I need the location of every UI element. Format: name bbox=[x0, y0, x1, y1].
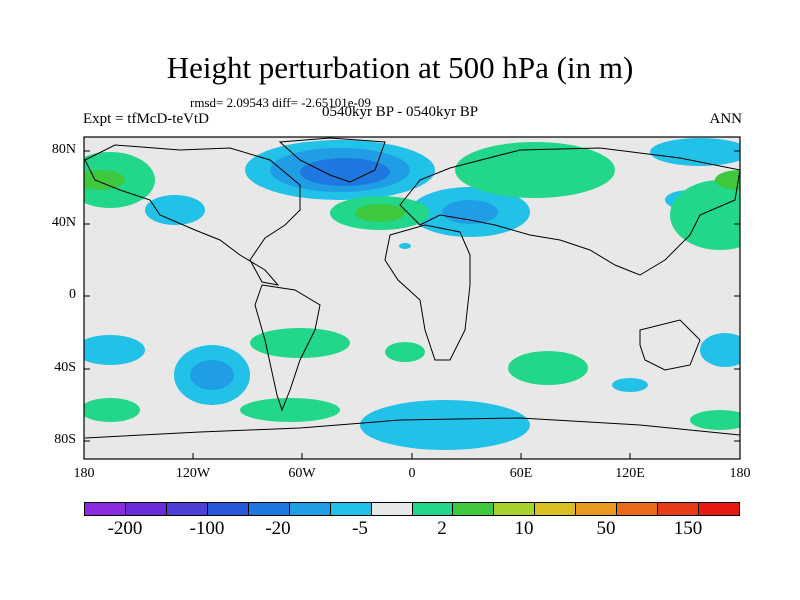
y-tick-label: 80S bbox=[54, 432, 76, 447]
colorbar-label: -20 bbox=[265, 518, 291, 539]
x-tick-label: 0 bbox=[408, 466, 416, 481]
colorbar-swatch bbox=[699, 503, 739, 515]
colorbar-swatch bbox=[207, 503, 249, 515]
x-tick-label: 60E bbox=[509, 466, 533, 481]
x-tick-label: 180 bbox=[73, 466, 95, 481]
contour-pos-s-indian bbox=[508, 351, 588, 385]
colorbar-swatch bbox=[248, 503, 290, 515]
contour-neg-greenland-core bbox=[300, 158, 390, 186]
y-tick-label: 0 bbox=[69, 287, 76, 302]
contour-pos-sw-ocean bbox=[84, 398, 140, 422]
colorbar-swatch bbox=[617, 503, 659, 515]
greenland-outline bbox=[278, 137, 386, 183]
colorbar bbox=[84, 502, 740, 516]
africa-outline bbox=[384, 224, 471, 361]
colorbar-swatch bbox=[535, 503, 577, 515]
eurasia-outline bbox=[399, 147, 740, 276]
colorbar-swatch bbox=[125, 503, 167, 515]
antarctica-outline bbox=[84, 417, 740, 439]
stats-text: rmsd= 2.09543 diff= -2.65101e-09 bbox=[190, 95, 371, 110]
contour-pos-antarctic-east bbox=[690, 410, 740, 430]
x-tick-label: 180 bbox=[729, 466, 751, 481]
map-plot-area bbox=[84, 137, 740, 459]
contour-neg-antarctic bbox=[360, 400, 530, 450]
colorbar-swatch bbox=[494, 503, 536, 515]
contour-pos-s-america bbox=[250, 328, 350, 358]
season-label: ANN bbox=[709, 111, 743, 127]
colorbar-swatch bbox=[412, 503, 454, 515]
colorbar-label: 2 bbox=[437, 518, 447, 539]
colorbar-label: -100 bbox=[189, 518, 225, 539]
experiment-label: Expt = tfMcD-teVtD bbox=[83, 111, 209, 127]
colorbar-label: 10 bbox=[514, 518, 534, 539]
period-label: 0540kyr BP - 0540kyr BP bbox=[321, 104, 479, 120]
contour-neg-sw-pacific bbox=[84, 335, 145, 365]
contour-pos-s-ocean bbox=[240, 398, 340, 422]
y-tick-label: 40S bbox=[54, 360, 76, 375]
contour-pos-nepacific-core bbox=[715, 170, 740, 190]
south-america-outline bbox=[254, 284, 321, 412]
map-title: Height perturbation at 500 hPa (in m) bbox=[166, 50, 634, 85]
contour-neg-tasman bbox=[700, 333, 740, 367]
colorbar-swatch bbox=[330, 503, 372, 515]
colorbar-swatch bbox=[453, 503, 495, 515]
contour-pos-siberia bbox=[455, 142, 615, 198]
north-america-outline bbox=[84, 144, 301, 286]
colorbar-label: -200 bbox=[107, 518, 143, 539]
contour-neg-s-indian bbox=[612, 378, 648, 392]
contour-pos-alaska-core bbox=[84, 170, 125, 190]
contour-pos-nepacific bbox=[670, 180, 740, 250]
axis-ticks bbox=[83, 150, 741, 459]
colorbar-swatch bbox=[85, 503, 126, 515]
contour-neg-small bbox=[399, 243, 411, 249]
colorbar-label: 50 bbox=[596, 518, 616, 539]
contour-pos-atlantic-core bbox=[355, 204, 405, 222]
colorbar-swatch bbox=[371, 503, 413, 515]
x-tick-label: 120W bbox=[175, 466, 211, 481]
coastlines bbox=[84, 137, 740, 439]
contour-neg-s-pacific-core bbox=[190, 360, 234, 390]
contour-neg-far-east bbox=[650, 138, 740, 166]
y-tick-label: 40N bbox=[51, 215, 76, 230]
contour-neg-npacific bbox=[145, 195, 205, 225]
y-tick-label: 80N bbox=[51, 142, 76, 157]
colorbar-swatch bbox=[289, 503, 331, 515]
x-tick-label: 60W bbox=[288, 466, 316, 481]
colorbar-swatch bbox=[576, 503, 618, 515]
australia-outline bbox=[639, 319, 701, 371]
colorbar-label: -5 bbox=[352, 518, 368, 539]
x-tick-label: 120E bbox=[615, 466, 645, 481]
contour-pos-s-atlantic bbox=[385, 342, 425, 362]
colorbar-swatch bbox=[658, 503, 700, 515]
colorbar-label: 150 bbox=[673, 518, 703, 539]
colorbar-swatch bbox=[166, 503, 208, 515]
